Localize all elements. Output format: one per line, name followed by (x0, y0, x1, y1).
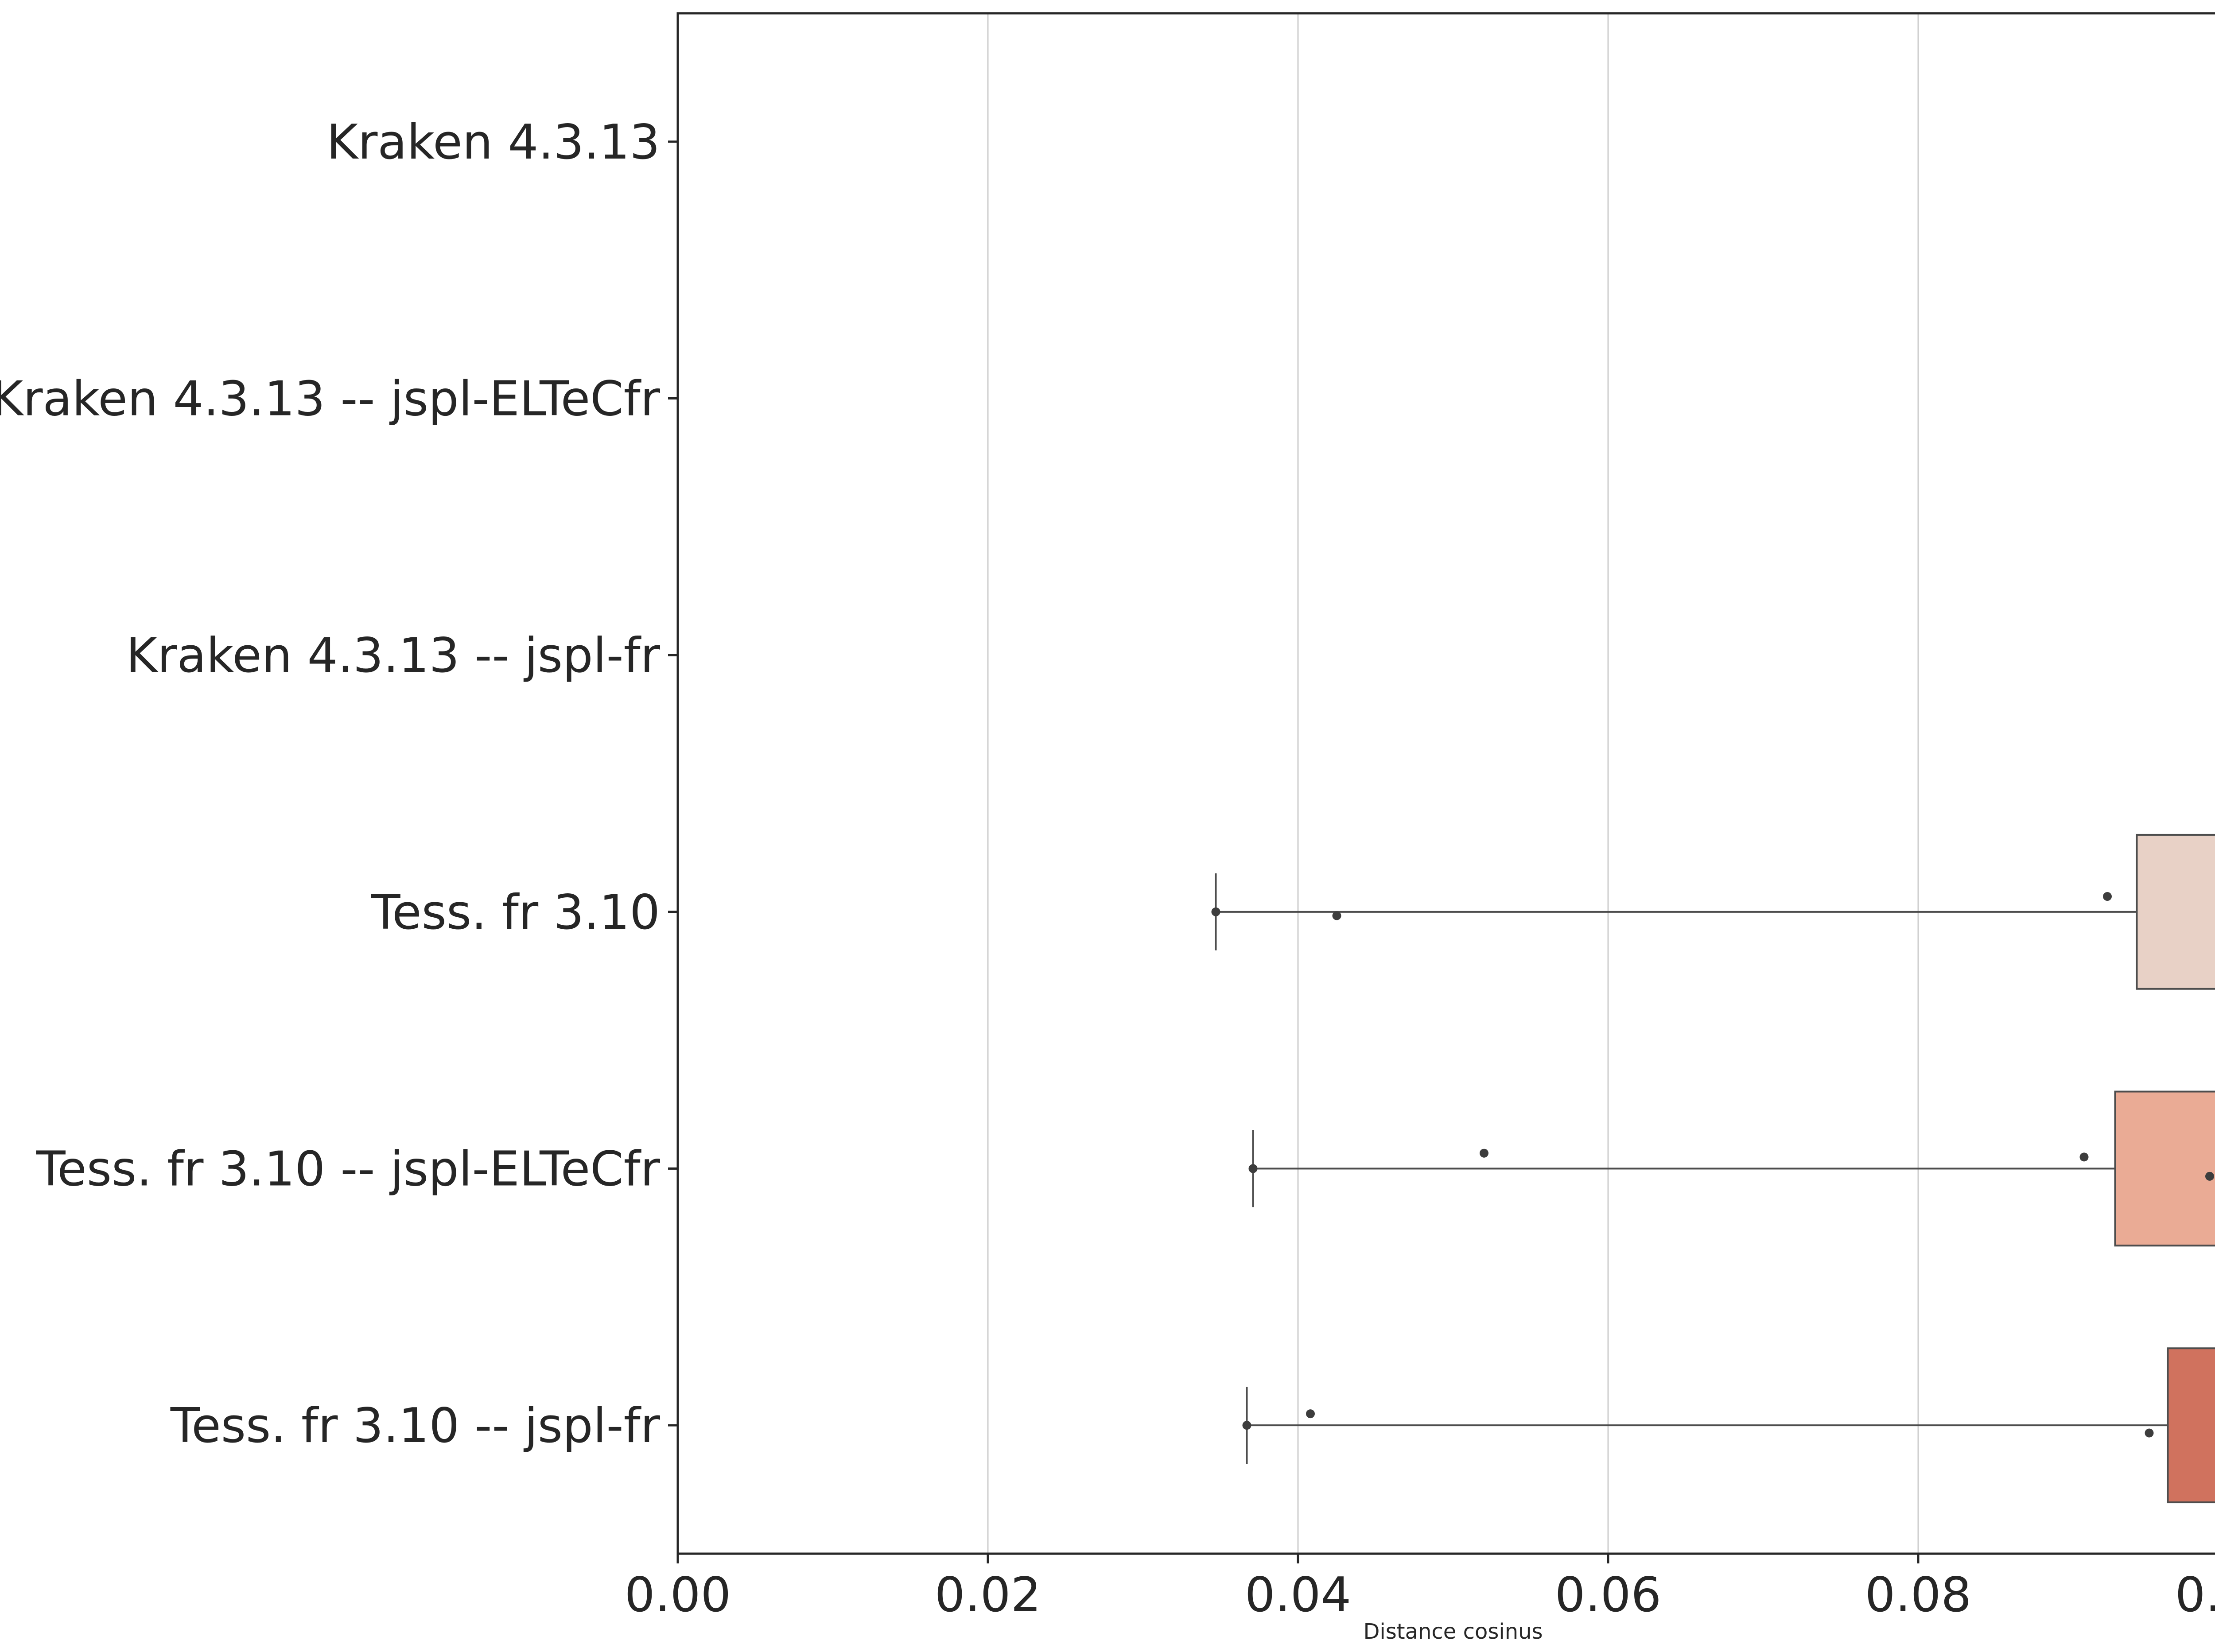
box-rect (2136, 834, 2215, 990)
plot-background (678, 13, 2215, 1554)
x-tick-label: 0.02 (935, 1567, 1041, 1623)
data-point (1248, 1164, 1258, 1173)
y-category-label: Tess. fr 3.10 -- jspl-fr (170, 1398, 661, 1454)
y-category-label: Kraken 4.3.13 -- jspl-fr (126, 628, 660, 683)
y-category-label: Tess. fr 3.10 (371, 885, 660, 940)
data-point (2103, 892, 2112, 901)
data-point (1332, 911, 1341, 920)
data-point (1306, 1409, 1315, 1419)
y-axis-ticks: Kraken 4.3.13 Kraken 4.3.13 -- jspl-ELTeC… (0, 115, 678, 1454)
plot-frame (676, 12, 2215, 1555)
data-point (1480, 1148, 1488, 1158)
y-category-label: Kraken 4.3.13 (326, 115, 660, 170)
grid-lines (987, 13, 1919, 1554)
box-rect (2167, 1347, 2215, 1504)
boxes (1215, 834, 2215, 1504)
y-category-label: Tess. fr 3.10 -- jspl-ELTeCfr (36, 1142, 661, 1197)
x-tick-label: 0.04 (1245, 1567, 1351, 1623)
x-axis-title: Distance cosinus (1363, 1619, 1543, 1644)
box-rect (2114, 1090, 2215, 1247)
data-points (1211, 892, 2214, 1438)
data-point (1242, 1421, 1251, 1430)
data-point (2205, 1171, 2214, 1181)
data-point (2079, 1152, 2089, 1162)
x-axis-ticks: 0.00 0.02 0.04 0.06 0.08 0.10 (625, 1554, 2215, 1623)
x-tick-label: 0.06 (1555, 1567, 1661, 1623)
x-tick-label: 0.08 (1865, 1567, 1971, 1623)
data-point (1211, 907, 1220, 916)
data-point (2145, 1428, 2154, 1438)
x-tick-label: 0.10 (2175, 1567, 2215, 1623)
y-category-label: Kraken 4.3.13 -- jspl-ELTeCfr (0, 372, 661, 427)
x-tick-label: 0.00 (625, 1567, 731, 1623)
